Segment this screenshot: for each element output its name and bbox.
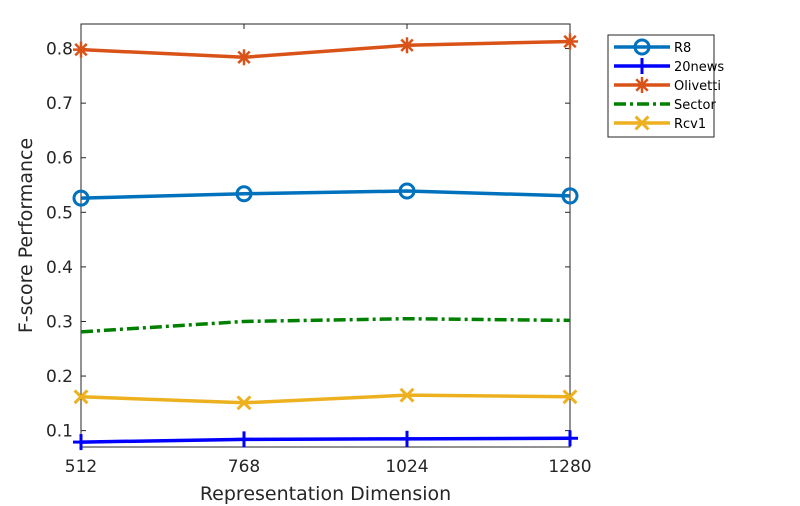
legend-item: R8 <box>614 38 691 56</box>
y-tick-label: 0.4 <box>46 258 73 278</box>
series-layer <box>72 33 579 451</box>
x-axis-title: Representation Dimension <box>200 483 451 505</box>
data-point <box>236 395 252 411</box>
data-point <box>398 182 416 200</box>
legend-item: 20news <box>614 58 724 75</box>
series-sector <box>80 316 571 334</box>
legend-item: Sector <box>614 98 716 113</box>
data-point <box>73 434 89 451</box>
series-r8 <box>72 182 579 207</box>
series-line <box>80 436 571 444</box>
legend-item: Olivetti <box>614 77 721 94</box>
x-tick-label: 1280 <box>548 457 591 477</box>
y-tick-label: 0.1 <box>46 422 73 442</box>
x-tick-label: 1024 <box>385 457 428 477</box>
series-olivetti <box>73 33 578 66</box>
plot-axes: 512 768 1024 1280 0.1 0.2 0.3 0.4 0.5 0.6 0.7 0.8 <box>46 23 592 477</box>
data-point <box>235 185 253 203</box>
series-line <box>80 39 571 60</box>
series-line <box>80 393 571 405</box>
legend-label: 20news <box>674 60 724 75</box>
series-line <box>80 316 571 334</box>
legend-label: R8 <box>674 41 691 56</box>
legend-marker <box>634 58 650 74</box>
y-tick-label: 0.7 <box>46 94 73 114</box>
legend-label: Sector <box>674 98 716 113</box>
legend: R8 20news Olivetti Sector Rcv1 <box>607 34 724 138</box>
y-tick-label: 0.6 <box>46 149 73 169</box>
data-point <box>236 49 252 66</box>
legend-marker <box>634 115 650 131</box>
y-tick-label: 0.5 <box>46 203 73 223</box>
data-point <box>562 430 578 447</box>
data-point <box>72 189 90 207</box>
data-point <box>399 37 415 54</box>
series-line <box>80 189 571 200</box>
data-point <box>562 33 578 50</box>
plot-frame <box>80 23 571 448</box>
legend-item: Rcv1 <box>614 115 706 132</box>
legend-marker <box>633 38 651 56</box>
y-tick-label: 0.2 <box>46 367 73 387</box>
y-axis-title: F-score Performance <box>15 138 37 333</box>
y-tick-label: 0.3 <box>46 312 73 332</box>
legend-label: Rcv1 <box>674 117 706 132</box>
x-tick-label: 512 <box>65 457 97 477</box>
legend-marker <box>634 77 650 93</box>
data-point <box>561 187 579 205</box>
y-tick-label: 0.8 <box>46 40 73 60</box>
series-rcv1 <box>73 387 578 411</box>
data-point <box>73 389 89 405</box>
data-point <box>73 41 89 58</box>
data-point <box>562 389 578 405</box>
data-point <box>236 431 252 448</box>
x-tick-label: 768 <box>228 457 260 477</box>
data-point <box>399 387 415 403</box>
legend-label: Olivetti <box>674 79 721 94</box>
data-point <box>399 430 415 447</box>
series-20news <box>73 430 578 451</box>
